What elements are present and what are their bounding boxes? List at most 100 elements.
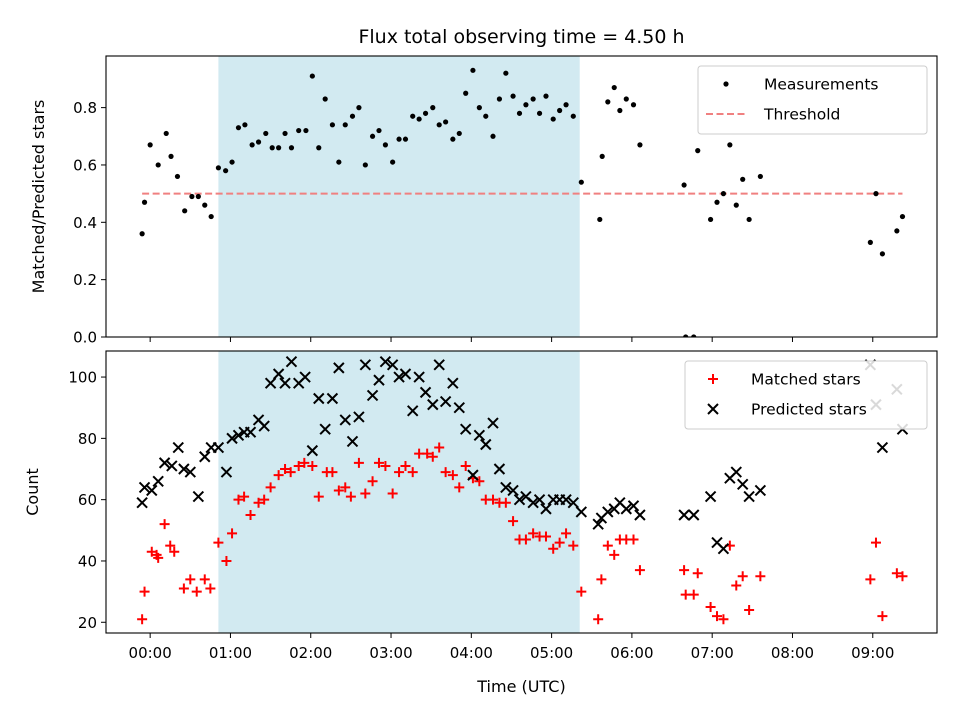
x-tick-label: 04:00 <box>450 644 493 662</box>
measurement-point <box>879 251 886 257</box>
matched-star-point <box>755 571 766 582</box>
measurement-point <box>141 199 148 205</box>
predicted-star-point <box>258 420 270 432</box>
matched-star-point <box>165 540 176 551</box>
measurement-point <box>516 110 523 116</box>
matched-star-point <box>153 552 164 563</box>
matched-star-point <box>313 491 324 502</box>
measurement-point <box>223 168 229 174</box>
measurement-point <box>322 96 328 102</box>
matched-star-point <box>191 586 202 597</box>
measurement-point <box>563 102 569 108</box>
matched-star-point <box>221 555 232 566</box>
measurement-point <box>422 110 429 116</box>
y-tick-label: 0.2 <box>73 271 97 289</box>
matched-star-point <box>628 534 639 545</box>
legend-marker-dot <box>723 81 729 87</box>
matched-star-point <box>460 460 471 471</box>
predicted-star-point <box>272 368 285 380</box>
matched-star-point <box>265 482 276 493</box>
x-tick-label: 05:00 <box>530 644 573 662</box>
predicted-star-point <box>540 503 552 515</box>
measurement-point <box>503 70 509 76</box>
measurement-point <box>276 145 282 151</box>
matched-star-point <box>568 540 579 551</box>
y-tick-label: 60 <box>78 491 97 509</box>
matched-star-point <box>185 574 196 585</box>
matched-star-point <box>345 491 356 502</box>
matched-star-point <box>227 528 238 539</box>
predicted-star-point <box>333 362 345 374</box>
matched-star-point <box>692 568 703 579</box>
matched-star-point <box>554 537 565 548</box>
predicted-star-point <box>346 435 359 448</box>
measurement-point <box>182 208 188 214</box>
measurement-point <box>174 173 181 180</box>
matched-star-point <box>139 586 150 597</box>
predicted-star-point <box>199 451 211 463</box>
matched-star-point <box>367 476 378 487</box>
predicted-star-point <box>592 518 604 530</box>
measurement-point <box>242 122 248 128</box>
matched-star-point <box>865 574 876 585</box>
predicted-star-point <box>513 493 526 506</box>
predicted-star-point <box>500 481 512 494</box>
predicted-star-point <box>427 398 439 411</box>
chart-title: Flux total observing time = 4.50 h <box>358 26 684 48</box>
measurement-point <box>168 153 174 159</box>
matched-star-point <box>602 540 613 551</box>
legend: Measurements Threshold <box>697 65 928 135</box>
measurement-point <box>496 96 503 102</box>
matched-star-point <box>718 614 729 625</box>
axes-frame <box>105 350 938 634</box>
predicted-star-point <box>459 423 472 435</box>
predicted-star-point <box>736 478 749 491</box>
measurement-point <box>894 228 900 234</box>
predicted-star-point <box>136 497 148 509</box>
predicted-star-point <box>366 389 379 402</box>
matched-star-point <box>253 497 264 508</box>
y-tick-label: 0.8 <box>73 99 97 117</box>
measurement-point <box>611 84 617 91</box>
measurement-point <box>329 122 336 128</box>
predicted-star-point <box>152 475 164 487</box>
panel-1: 0.0 0.2 0.4 0.6 0.8 Matched/Predicted stars Fl… <box>29 26 938 347</box>
measurement-point <box>189 193 195 200</box>
matched-star-point <box>400 460 411 471</box>
predicted-star-point <box>212 441 225 454</box>
x-tick-label: 07:00 <box>691 644 734 662</box>
matched-star-point <box>245 509 256 520</box>
measurement-point <box>597 216 603 223</box>
y-axis-label: Matched/Predicted stars <box>29 100 48 294</box>
measurement-point <box>746 216 752 223</box>
measurement-point <box>530 96 536 102</box>
measurement-point <box>695 148 701 154</box>
predicted-star-point <box>184 466 197 478</box>
measurement-point <box>899 213 906 220</box>
legend-box <box>684 360 928 430</box>
matched-star-point <box>679 565 690 576</box>
matched-star-point <box>137 614 148 625</box>
predicted-star-point <box>439 395 452 408</box>
measurement-point <box>456 130 462 137</box>
matched-star-point <box>407 467 418 478</box>
measurement-point <box>630 102 637 108</box>
predicted-star-point <box>306 444 319 457</box>
measurement-point <box>543 93 549 99</box>
y-tick-label: 100 <box>68 369 97 387</box>
matched-star-point <box>737 571 748 582</box>
predicted-star-point <box>232 429 245 442</box>
predicted-star-point <box>178 463 190 475</box>
predicted-star-point <box>326 392 339 405</box>
matched-star-point <box>528 528 539 539</box>
matched-star-point <box>870 537 881 548</box>
predicted-star-point <box>319 423 331 435</box>
predicted-star-point <box>138 481 151 494</box>
measurement-point <box>707 216 714 223</box>
matched-star-point <box>688 589 699 600</box>
matched-star-point <box>540 531 551 542</box>
legend-label: Measurements <box>764 76 879 94</box>
predicted-star-point <box>487 417 499 429</box>
predicted-star-point <box>285 356 298 368</box>
